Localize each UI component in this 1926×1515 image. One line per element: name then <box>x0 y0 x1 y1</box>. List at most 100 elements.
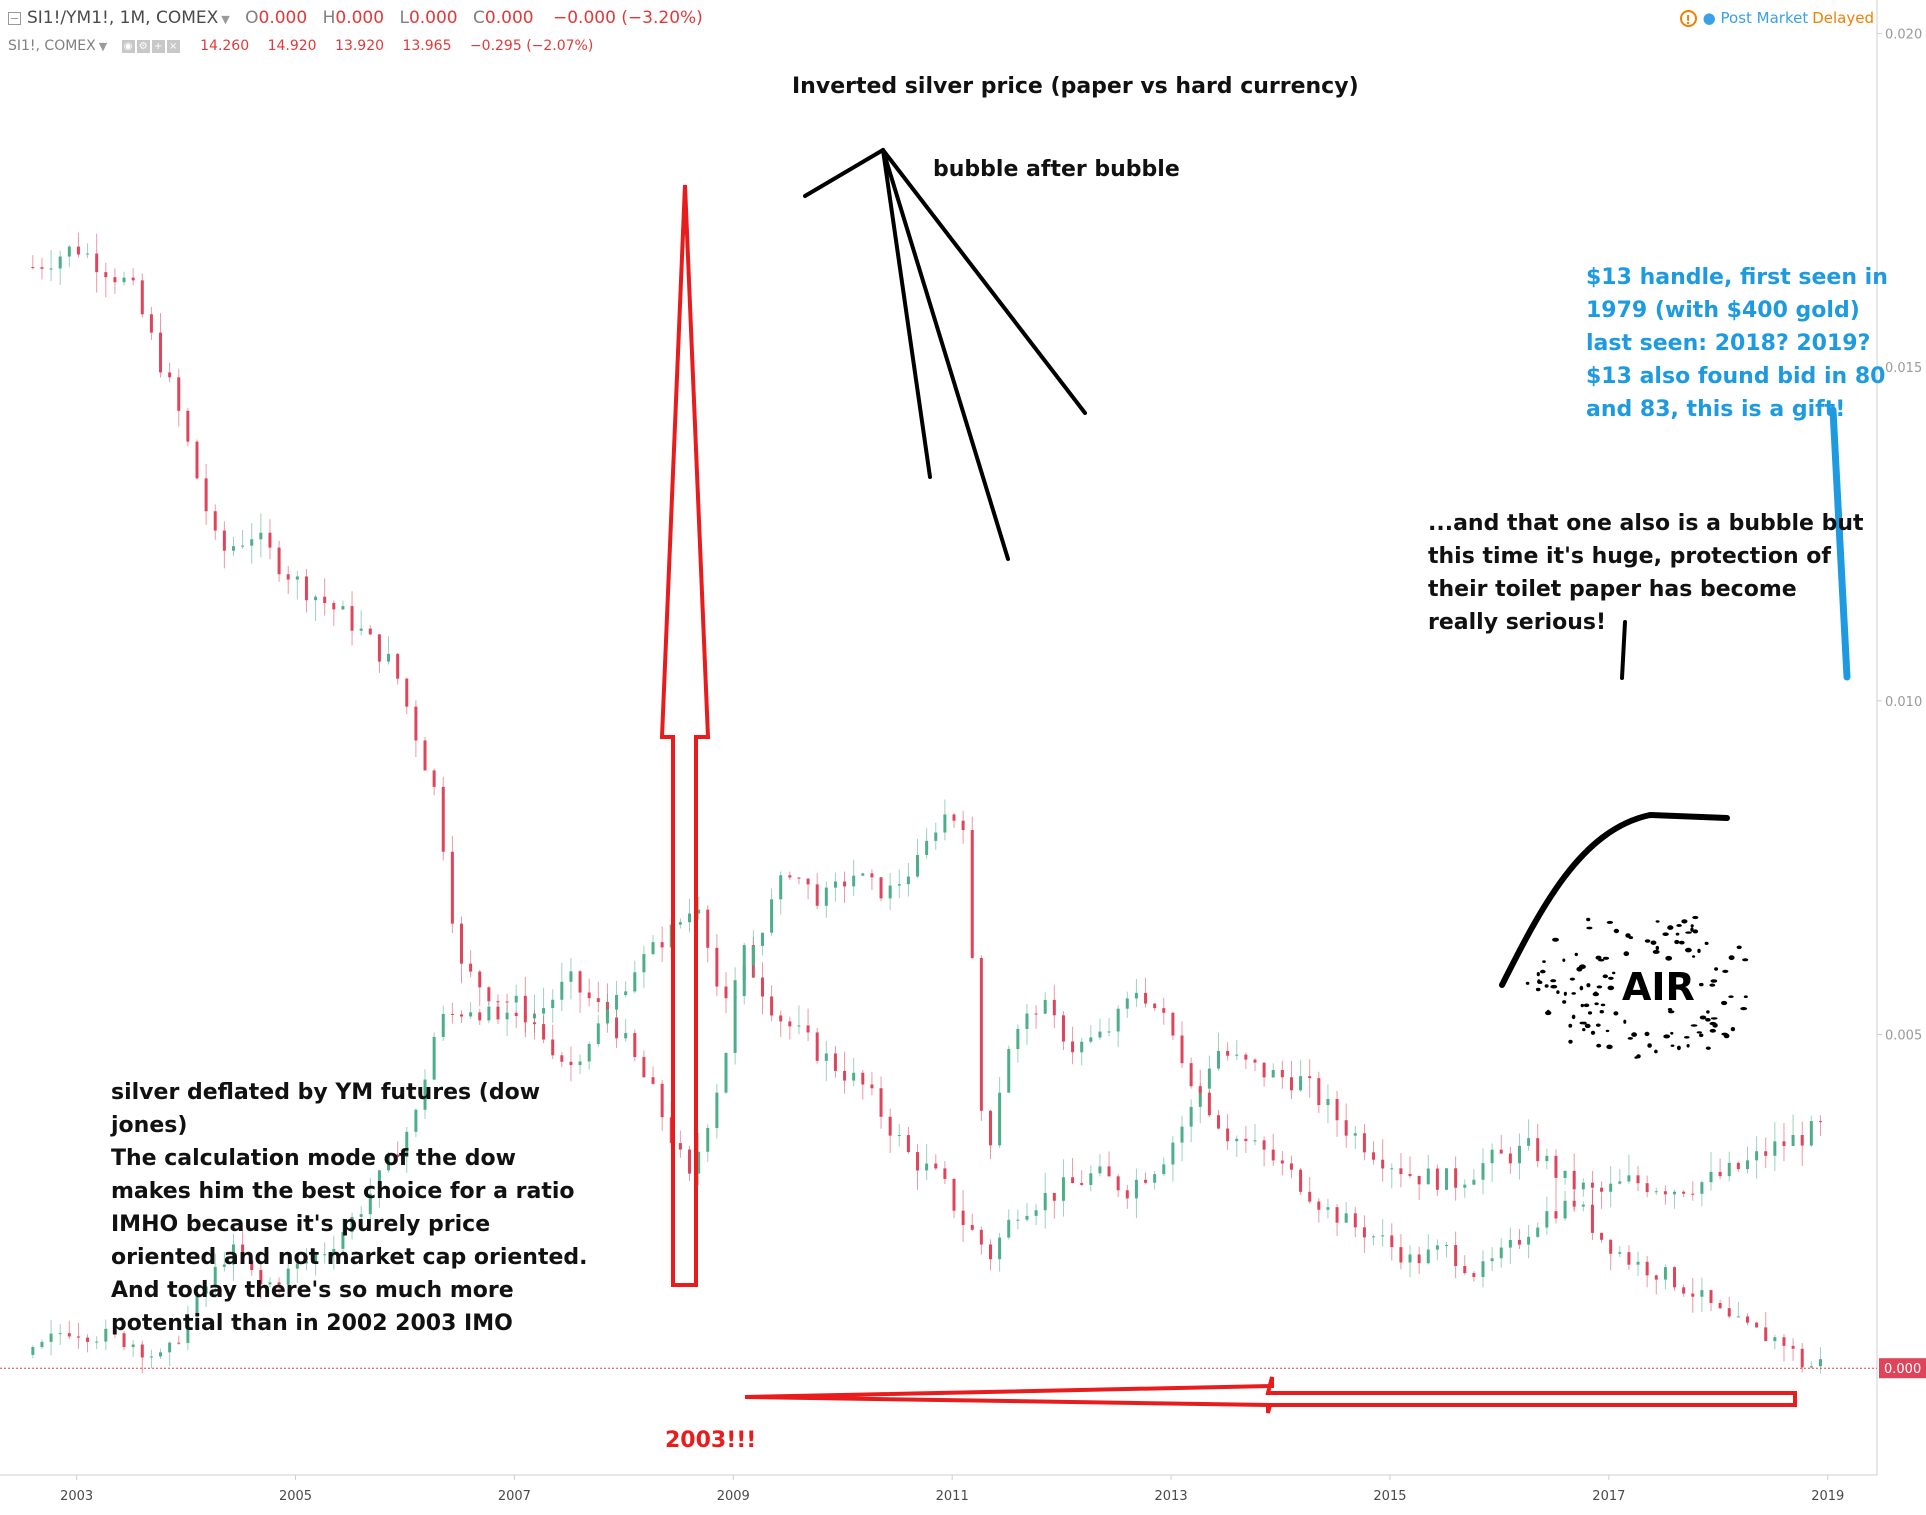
x-tick-label: 2003 <box>60 1489 93 1504</box>
candle-body <box>1454 1168 1458 1188</box>
candle <box>1490 1143 1494 1182</box>
candle-body <box>916 854 920 877</box>
candle-body <box>1089 1037 1093 1042</box>
candle-body <box>943 1168 947 1179</box>
candle-body <box>1563 1170 1567 1178</box>
candle <box>1052 984 1056 1028</box>
candle <box>1381 1219 1385 1247</box>
air-dot <box>1613 928 1620 934</box>
candle <box>879 877 883 902</box>
air-dot <box>1650 940 1657 945</box>
air-dot <box>1592 992 1600 997</box>
candle <box>751 930 755 977</box>
candle <box>250 523 254 564</box>
candle <box>131 1339 135 1358</box>
gear-icon[interactable]: ⚙ <box>136 39 150 53</box>
collapse-icon[interactable] <box>8 11 21 25</box>
candle-body <box>432 770 436 787</box>
candle-body <box>1682 1191 1686 1194</box>
svg-text:0.000: 0.000 <box>1884 1362 1921 1377</box>
candle-body <box>113 277 117 283</box>
chevron-down-icon[interactable]: ▼ <box>98 40 108 53</box>
candle <box>104 262 108 298</box>
annotation-line: $13 handle, first seen in <box>1586 265 1888 290</box>
candle-body <box>1590 1204 1594 1233</box>
candle <box>505 1004 509 1036</box>
candle-body <box>222 530 226 551</box>
candle <box>688 1145 692 1181</box>
add-icon[interactable]: + <box>151 39 165 53</box>
candle <box>1189 1099 1193 1143</box>
candle-body <box>1654 1191 1658 1193</box>
time-axis[interactable]: 2003 2005 2007 2009 2011 2013 2015 2017 2019 <box>60 1475 1844 1504</box>
candle-body <box>733 996 737 1053</box>
candle-body <box>988 1110 992 1146</box>
candle-body <box>833 881 837 888</box>
candle-body <box>1618 1181 1622 1184</box>
candle-body <box>1627 1252 1631 1265</box>
candle <box>523 1014 527 1038</box>
candle-body <box>1344 1213 1348 1223</box>
candle-body <box>1800 1348 1804 1368</box>
candle-body <box>1627 1175 1631 1182</box>
chevron-down-icon[interactable]: ▼ <box>221 13 230 26</box>
air-dot <box>1587 1011 1593 1015</box>
candle <box>1581 1201 1585 1212</box>
sub-symbol[interactable]: SI1!, COMEX <box>8 38 96 54</box>
candle-body <box>1636 1175 1640 1184</box>
air-dot <box>1721 1032 1728 1036</box>
candle-body <box>779 1015 783 1022</box>
price-axis[interactable]: 0.020 0.015 0.010 0.005 <box>1877 27 1922 1044</box>
candle-body <box>58 256 62 269</box>
candle-body <box>1025 1013 1029 1029</box>
air-dot <box>1644 1031 1650 1037</box>
candle-body <box>122 1333 126 1348</box>
warning-icon[interactable]: ! <box>1679 10 1697 27</box>
air-dot <box>1595 1023 1601 1027</box>
annotation-line: $13 also found bid in 80 <box>1586 364 1886 389</box>
symbol-title[interactable]: SI1!/YM1!, 1M, COMEX <box>27 8 219 28</box>
air-dot <box>1728 995 1734 998</box>
candle-body <box>578 971 582 993</box>
candle-body <box>715 947 719 987</box>
candle-body <box>1198 1086 1202 1093</box>
candle-body <box>469 1012 473 1017</box>
candle <box>359 1205 363 1224</box>
eye-icon[interactable]: ◉ <box>121 39 135 53</box>
market-status[interactable]: ! ● Post Market Delayed <box>1679 9 1874 27</box>
candle <box>760 962 764 1015</box>
close-icon[interactable]: × <box>166 39 180 53</box>
candle-body <box>1609 1183 1613 1192</box>
annotation-line: really serious! <box>1428 610 1607 635</box>
candle <box>596 1014 600 1048</box>
candle-body <box>177 1342 181 1344</box>
candle-body <box>751 945 755 966</box>
candle <box>551 989 555 1023</box>
candle <box>1499 1238 1503 1268</box>
y-tick-label: 0.005 <box>1885 1029 1922 1044</box>
candle <box>1472 1169 1476 1186</box>
candle-body <box>396 653 400 679</box>
candle-body <box>159 1352 163 1357</box>
air-dot <box>1580 1003 1585 1008</box>
candle <box>843 871 847 904</box>
candle-body <box>925 1163 929 1171</box>
candle-body <box>523 995 527 1019</box>
ohlc-close: 0.000 <box>484 8 534 28</box>
candle <box>295 570 299 600</box>
sub-value-high: 14.920 <box>267 38 317 54</box>
candle <box>1490 1247 1494 1271</box>
candle-body <box>131 1344 135 1348</box>
air-dot <box>1596 985 1603 989</box>
candle-body <box>204 478 208 512</box>
candle <box>1481 1148 1485 1195</box>
candle <box>906 1126 910 1154</box>
candle <box>1253 1124 1257 1146</box>
candle-body <box>542 1024 546 1040</box>
candle <box>1536 1123 1540 1168</box>
candle-body <box>624 1033 628 1039</box>
candle-body <box>341 1232 345 1249</box>
air-dot <box>1556 990 1560 994</box>
plateau-curve <box>1499 811 1730 988</box>
